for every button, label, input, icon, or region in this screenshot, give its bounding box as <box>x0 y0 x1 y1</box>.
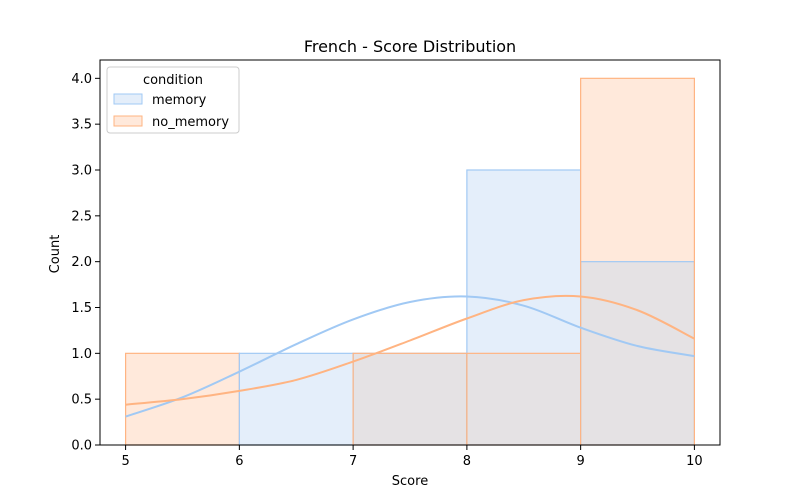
kde-line-memory <box>125 295 695 418</box>
chart-title: French - Score Distribution <box>304 37 516 56</box>
y-tick-label-1.0: 1.0 <box>71 347 92 362</box>
x-tick-label-8: 8 <box>463 454 471 469</box>
y-tick-label-1.5: 1.5 <box>71 301 92 316</box>
x-tick-label-7: 7 <box>349 454 357 469</box>
bar-overlap-7 <box>353 353 467 445</box>
legend-title: condition <box>143 73 203 88</box>
x-tick-label-5: 5 <box>121 454 129 469</box>
y-tick-label-3.5: 3.5 <box>71 118 92 133</box>
legend-label-memory: memory <box>152 93 207 108</box>
x-tick-label-10: 10 <box>686 454 703 469</box>
legend-swatch-no-memory <box>113 115 143 127</box>
y-tick-label-2.5: 2.5 <box>71 209 92 224</box>
y-tick-label-4.0: 4.0 <box>71 72 92 87</box>
y-tick-label-0.0: 0.0 <box>71 439 92 454</box>
bar-overlap-8 <box>466 353 581 445</box>
y-axis-label: Count <box>48 235 63 274</box>
legend-swatch-memory <box>113 93 143 105</box>
x-tick-label-6: 6 <box>235 454 243 469</box>
x-axis-label: Score <box>392 474 428 489</box>
kde-line-no-memory <box>125 294 695 406</box>
y-tick-label-2.0: 2.0 <box>71 255 92 270</box>
legend: condition memory no_memory <box>106 66 240 134</box>
y-tick-label-0.5: 0.5 <box>71 393 92 408</box>
axes-frame <box>99 59 721 446</box>
plot-area: 5 6 7 8 9 10 0.0 0.5 1.0 1.5 2.0 2.5 3.0 3.5 4.0 <box>71 59 721 469</box>
legend-label-no-memory: no_memory <box>152 115 229 130</box>
x-tick-label-9: 9 <box>577 454 585 469</box>
y-tick-label-3.0: 3.0 <box>71 164 92 179</box>
